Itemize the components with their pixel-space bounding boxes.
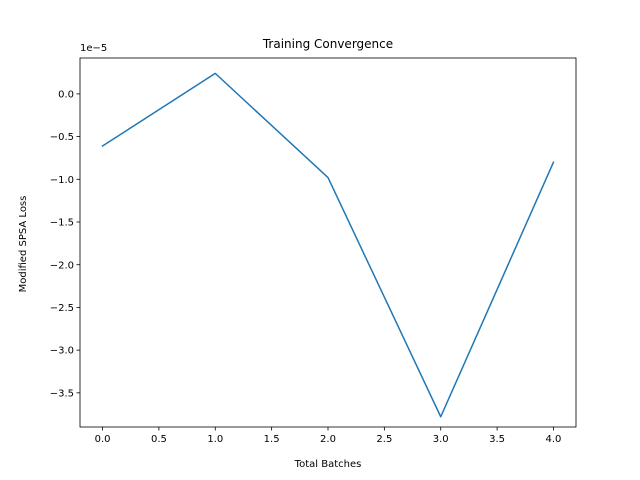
y-tick-label: −3.5 — [50, 388, 74, 399]
x-tick-label: 1.0 — [207, 434, 223, 445]
y-tick-label: −1.0 — [50, 175, 74, 186]
y-tick-label: −0.5 — [50, 132, 74, 143]
x-tick-label: 2.0 — [320, 434, 336, 445]
y-axis-label: Modified SPSA Loss — [18, 196, 29, 293]
x-tick-label: 0.5 — [151, 434, 167, 445]
y-tick-label: −2.0 — [50, 260, 74, 271]
y-offset-text: 1e−5 — [80, 43, 107, 54]
x-tick-label: 3.0 — [433, 434, 449, 445]
series-line-0 — [101, 72, 555, 418]
chart-title: Training Convergence — [262, 37, 393, 51]
x-axis-label: Total Batches — [294, 459, 362, 470]
x-tick-label: 1.5 — [264, 434, 280, 445]
y-tick-label: 0.0 — [58, 89, 74, 100]
x-tick-label: 3.5 — [489, 434, 505, 445]
plot-area: 0.0 0.5 1.0 1.5 2.0 2.5 3.0 3.5 4.0 0.0 −0.5 −1.0 −1… — [50, 57, 577, 445]
x-tick-label: 0.0 — [95, 434, 111, 445]
x-tick-label: 2.5 — [376, 434, 392, 445]
y-tick-label: −1.5 — [50, 218, 74, 229]
axes-frame — [79, 57, 577, 428]
y-tick-label: −2.5 — [50, 303, 74, 314]
x-tick-label: 4.0 — [546, 434, 562, 445]
y-tick-label: −3.0 — [50, 346, 74, 357]
